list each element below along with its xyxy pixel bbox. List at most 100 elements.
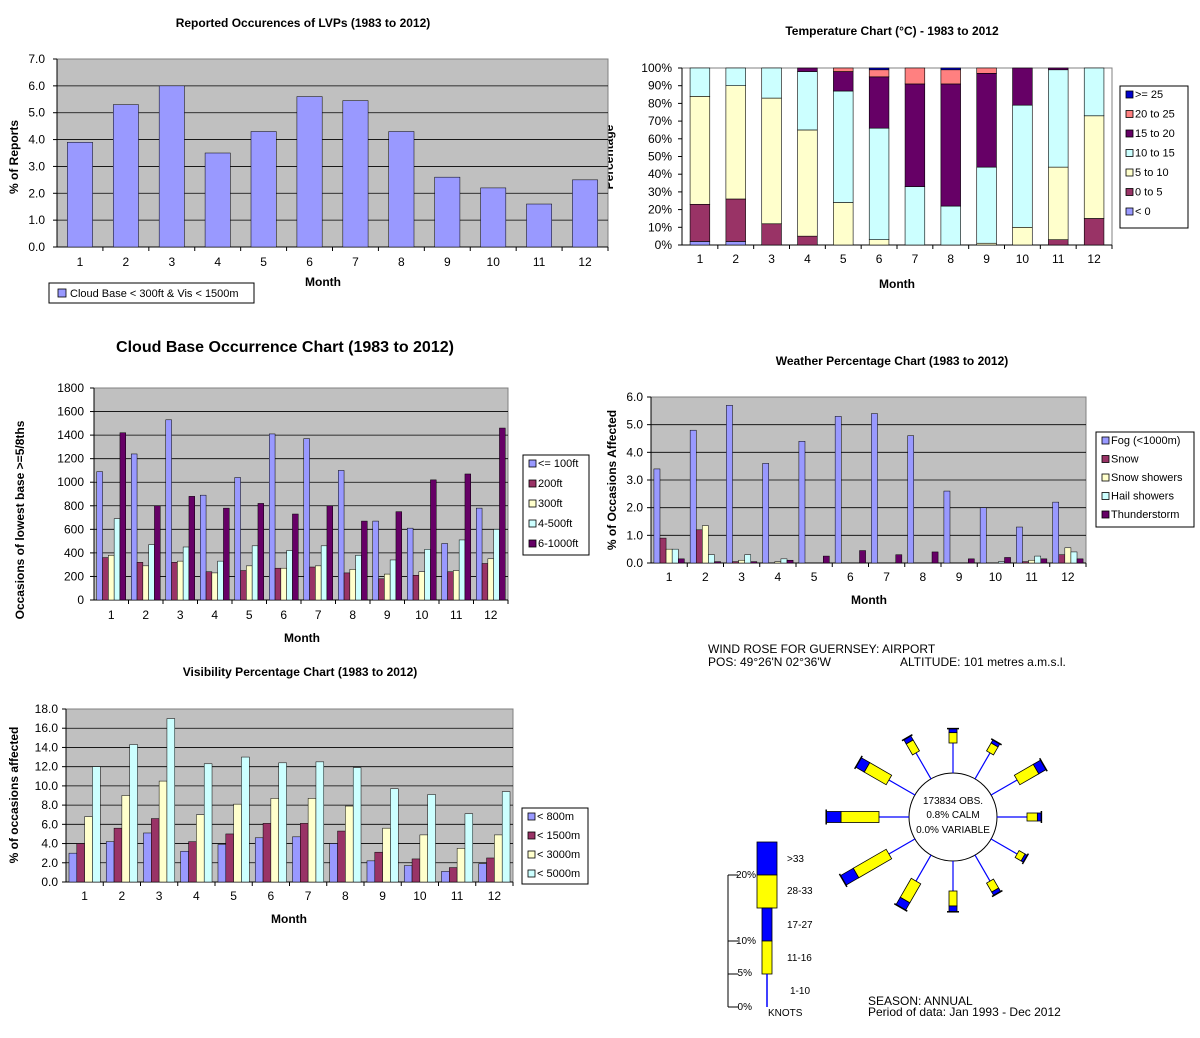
lvp-legend-label: Cloud Base < 300ft & Vis < 1500m	[70, 288, 239, 300]
temp-bar-segment	[940, 205, 961, 246]
wind-rose-bar-blue	[825, 811, 842, 823]
vis-bar	[374, 851, 383, 883]
cloud-bar	[240, 570, 247, 601]
temp-y-tick-label: 50%	[648, 150, 672, 164]
wind-rose-stem	[888, 838, 916, 855]
vis-bar	[411, 858, 421, 883]
temp-y-tick-label: 100%	[641, 61, 672, 75]
temp-bar-segment	[1083, 115, 1105, 219]
temp-y-tick-label: 60%	[648, 132, 672, 146]
cloud-y-tick-label: 0	[77, 593, 84, 607]
vis-legend-swatch	[527, 869, 536, 878]
weather-x-tick-label: 3	[738, 570, 745, 584]
cloud-bar	[476, 507, 483, 601]
temp-x-tick-label: 4	[804, 252, 811, 266]
temp-bar-segment	[761, 223, 782, 246]
lvp-x-tick-label: 10	[487, 255, 501, 269]
wind-key-17-27	[761, 907, 773, 942]
vis-legend-swatch	[527, 812, 536, 821]
vis-bar	[105, 841, 115, 883]
weather-bar	[968, 558, 975, 564]
weather-bar	[774, 561, 782, 564]
wind-rose-stem	[990, 838, 1018, 855]
weather-bar	[1064, 547, 1072, 564]
weather-bar	[659, 537, 667, 564]
vis-x-tick-label: 5	[230, 889, 237, 903]
vis-bar	[92, 766, 101, 883]
cloud-bar	[320, 545, 328, 601]
wind-rose-arm	[985, 738, 1002, 756]
lvp-x-tick-label: 7	[352, 255, 359, 269]
cloud-bar	[136, 562, 144, 601]
cloud-bar	[326, 505, 333, 601]
temp-bar-segment	[689, 67, 711, 97]
cloud-bar	[280, 567, 287, 601]
vis-x-tick-label: 4	[193, 889, 200, 903]
lvp-bar	[342, 100, 369, 248]
cloud-legend-swatch	[528, 499, 537, 508]
temp-legend-swatch	[1125, 149, 1134, 157]
cloud-y-tick-label: 1600	[57, 405, 84, 419]
weather-legend-swatch	[1101, 510, 1110, 519]
weather-bar	[689, 429, 697, 564]
vis-x-tick-label: 3	[156, 889, 163, 903]
lvp-bar	[434, 176, 461, 248]
lvp-bar	[572, 179, 598, 248]
weather-bar	[1034, 555, 1042, 564]
cloud-bar	[430, 479, 437, 601]
cloud-bar	[343, 572, 351, 601]
vis-x-tick-label: 2	[119, 889, 126, 903]
cloud-bar	[493, 529, 500, 601]
temp-bar-segment	[689, 241, 711, 246]
cloud-bar	[361, 520, 368, 601]
lvp-x-tick-label: 2	[123, 255, 130, 269]
temp-bar-segment	[1083, 218, 1105, 246]
vis-x-label: Month	[271, 912, 307, 926]
temp-bar-segment	[1048, 69, 1069, 168]
temp-bar-segment	[1012, 67, 1033, 106]
temp-legend-label: 20 to 25	[1135, 109, 1175, 121]
wind-rose-calm: 0.8% CALM	[926, 810, 979, 821]
lvp-y-tick-label: 5.0	[28, 106, 45, 120]
cloud-bar	[487, 558, 494, 601]
weather-legend-swatch	[1101, 492, 1110, 500]
wind-rose-arm	[901, 734, 921, 756]
weather-bar	[1022, 561, 1029, 564]
weather-legend-label: Hail showers	[1111, 491, 1174, 503]
wind-rose-bar-end	[990, 738, 1002, 746]
vis-y-tick-label: 16.0	[35, 721, 59, 735]
weather-bar	[834, 416, 842, 564]
cloud-bar	[205, 571, 213, 601]
vis-y-tick-label: 2.0	[41, 856, 58, 870]
wind-rose-stem	[915, 752, 932, 780]
vis-x-tick-label: 7	[305, 889, 312, 903]
temp-bar-segment	[833, 67, 854, 72]
cloud-bar	[418, 571, 425, 601]
lvp-chart-title: Reported Occurences of LVPs (1983 to 201…	[176, 16, 431, 30]
temp-chart-title: Temperature Chart (°C) - 1983 to 2012	[785, 24, 999, 38]
temp-legend-label: 5 to 10	[1135, 167, 1169, 179]
lvp-x-tick-label: 1	[77, 255, 84, 269]
weather-bar	[671, 548, 679, 564]
weather-x-tick-label: 8	[920, 570, 927, 584]
vis-y-tick-label: 0.0	[41, 875, 58, 889]
wind-rose-arm	[893, 877, 922, 912]
wind-speed-17-27: 17-27	[787, 920, 813, 931]
temp-x-tick-label: 3	[768, 252, 775, 266]
cloud-bar	[113, 518, 121, 601]
weather-bar	[1076, 558, 1084, 564]
vis-bar	[403, 865, 413, 883]
cloud-bar	[119, 432, 126, 601]
weather-bar	[979, 507, 987, 564]
temp-legend-label: 15 to 20	[1135, 128, 1175, 140]
temp-x-tick-label: 2	[732, 252, 739, 266]
vis-plot-area	[65, 708, 514, 883]
temp-bar-segment	[725, 85, 746, 200]
temp-bar-segment	[868, 67, 890, 71]
temp-bar-segment	[797, 129, 818, 237]
vis-bar	[121, 795, 130, 883]
weather-bar	[943, 490, 951, 564]
vis-bar	[76, 843, 85, 883]
weather-legend-label: Fog (<1000m)	[1111, 435, 1180, 447]
vis-bar	[307, 798, 317, 883]
